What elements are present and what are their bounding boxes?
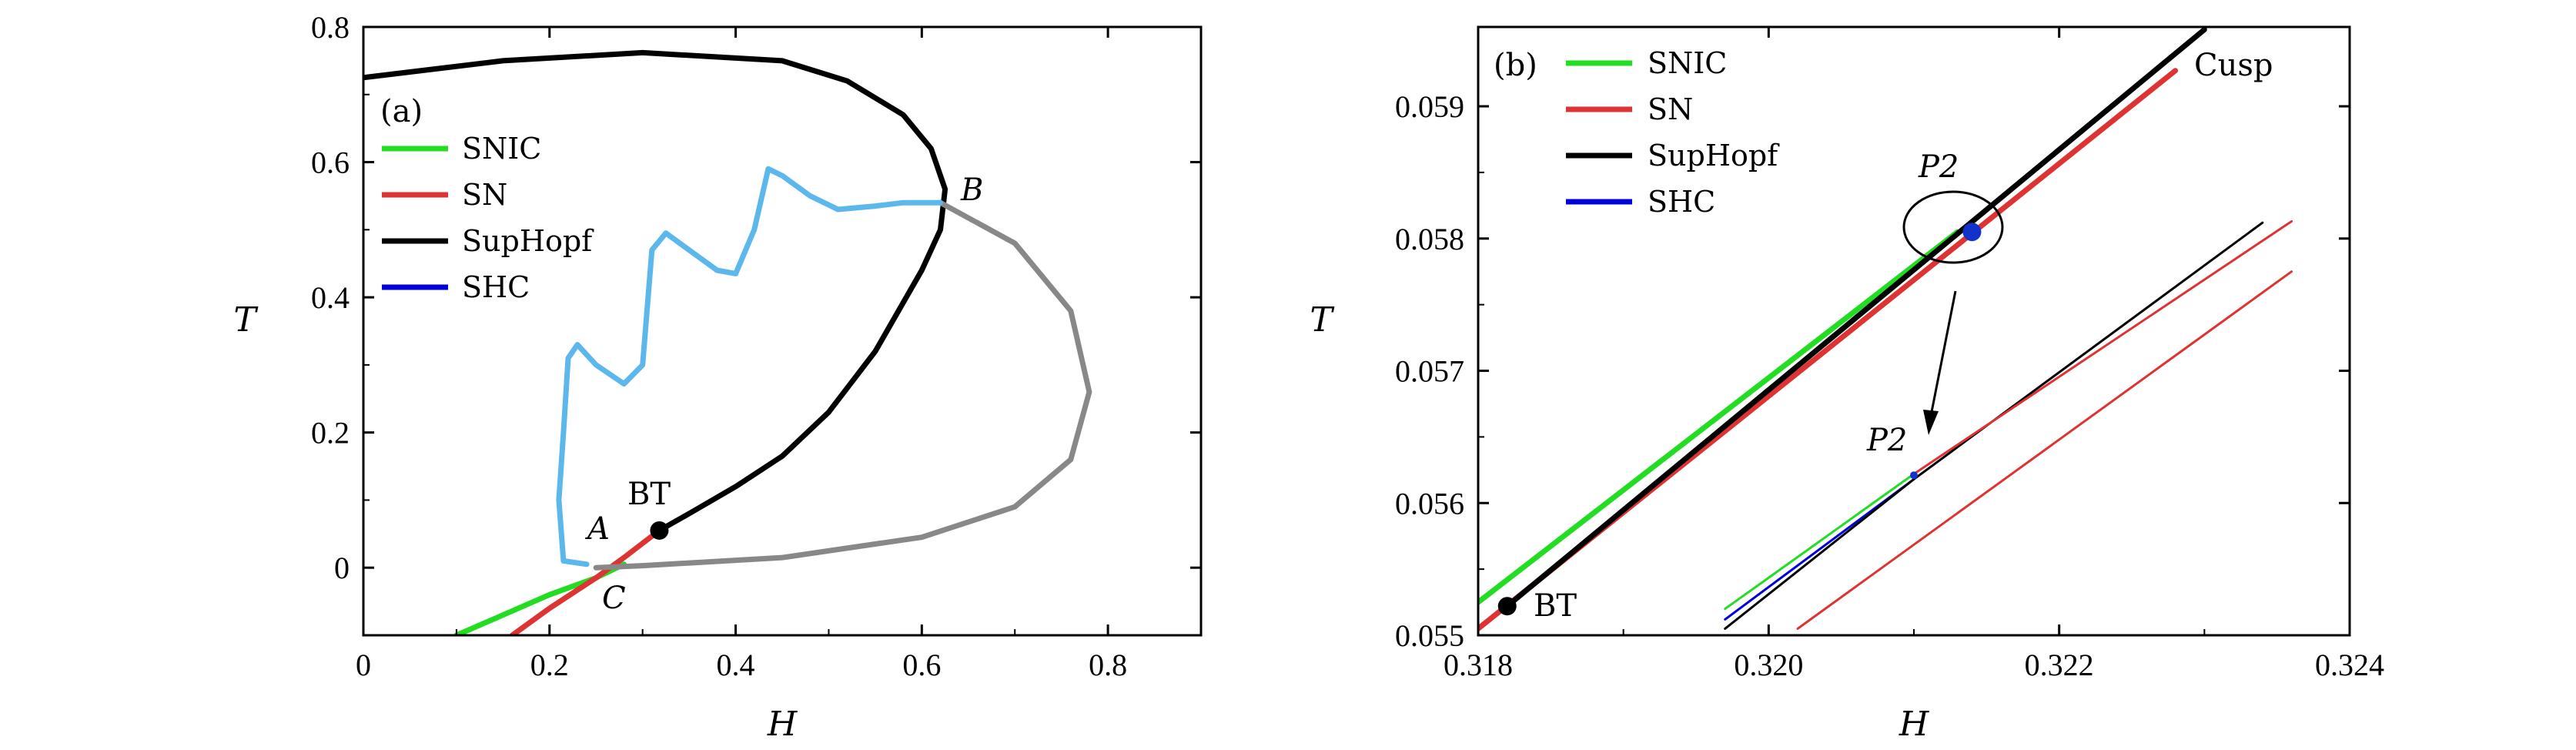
panel-b-plot-area xyxy=(1478,27,2293,631)
x-tick-label: 0.6 xyxy=(902,648,941,682)
series-line-inset-snic xyxy=(1724,473,1915,611)
panel-a-plot-area xyxy=(363,49,1092,635)
point-bt xyxy=(1497,597,1517,616)
y-tick-label: 0.058 xyxy=(1395,222,1464,256)
y-tick-label: 0.4 xyxy=(311,280,350,315)
panel-b-x-axis-title: H xyxy=(1899,705,1930,744)
series-line-snic xyxy=(1478,229,1961,605)
series-line-inset-sn-upper xyxy=(1912,220,2293,475)
panel-b-y-axis-title: T xyxy=(1310,300,1335,340)
y-tick-label: 0.059 xyxy=(1395,89,1464,124)
panel-a-legend: SNIC SN SupHopf SHC xyxy=(382,132,594,304)
p2-highlight-ellipse xyxy=(1902,190,2004,264)
legend-label-suphopf: SupHopf xyxy=(462,224,594,258)
series-line-suphopf-continuation xyxy=(593,199,1092,571)
panel-a-axes-frame xyxy=(362,25,1203,637)
annotation-p2-inset: P2 xyxy=(1866,423,1907,458)
legend-label-snic: SNIC xyxy=(462,132,541,166)
y-tick-label: 0.6 xyxy=(311,146,350,180)
x-tick-label: 0.320 xyxy=(1734,648,1803,682)
legend-label-shc: SHC xyxy=(462,270,530,304)
x-tick-label: 0.322 xyxy=(2025,648,2094,682)
annotation-bt: BT xyxy=(627,477,671,512)
x-tick-label: 0 xyxy=(356,648,371,682)
panel-a-y-axis-title: T xyxy=(233,300,259,340)
series-line-inset-shc xyxy=(1724,477,1915,621)
annotation-p2-main: P2 xyxy=(1918,149,1959,185)
series-group xyxy=(363,49,1092,635)
series-line-homoclinic-branch xyxy=(556,166,943,568)
y-tick-label: 0.055 xyxy=(1395,618,1464,653)
x-tick-label: 0.324 xyxy=(2315,648,2384,682)
annotation-cusp: Cusp xyxy=(2194,48,2273,83)
annotation-bt-b: BT xyxy=(1534,588,1577,624)
x-tick-label: 0.318 xyxy=(1444,648,1513,682)
legend-label-sn: SN xyxy=(1648,92,1693,126)
panel-b-label: (b) xyxy=(1494,48,1537,83)
legend-label-sn: SN xyxy=(462,178,507,212)
series-line-sn xyxy=(509,527,662,635)
annotation-c: C xyxy=(602,581,626,616)
y-tick-label: 0.2 xyxy=(311,416,350,450)
point-p2-inset xyxy=(1910,471,1918,480)
panel-b-legend: SNIC SN SupHopf SHC xyxy=(1566,46,1780,219)
annotation-b: B xyxy=(960,172,983,208)
panel-b-ticks: 0.318 0.320 0.322 0.324 0.055 0.056 0.057 0.058… xyxy=(1395,27,2384,682)
panel-a: 0 0.2 0.4 0.6 0.8 0 0.2 0.4 0.6 0.8 SNIC SN SupHo… xyxy=(233,10,1203,744)
panel-b: 0.318 0.320 0.322 0.324 0.055 0.056 0.057 0.058… xyxy=(1310,25,2384,744)
panel-a-label: (a) xyxy=(380,94,423,129)
series-line-suphopf xyxy=(1504,27,2207,609)
series-group xyxy=(1478,27,2293,631)
x-tick-label: 0.4 xyxy=(717,648,755,682)
y-tick-label: 0 xyxy=(334,551,350,585)
zoom-arrow xyxy=(1923,290,1957,435)
legend-label-snic: SNIC xyxy=(1648,46,1727,80)
point-bt xyxy=(650,521,669,540)
x-tick-label: 0.2 xyxy=(530,648,569,682)
y-tick-label: 0.8 xyxy=(311,10,350,45)
x-tick-label: 0.8 xyxy=(1089,648,1127,682)
series-line-inset-sn-lower xyxy=(1796,270,2293,630)
series-line-inset-suphopf xyxy=(1724,221,2264,630)
annotation-a: A xyxy=(584,511,610,547)
y-tick-label: 0.057 xyxy=(1395,354,1464,389)
panel-a-ticks: 0 0.2 0.4 0.6 0.8 0 0.2 0.4 0.6 0.8 xyxy=(311,10,1201,682)
legend-label-shc: SHC xyxy=(1648,185,1715,219)
y-tick-label: 0.056 xyxy=(1395,486,1464,521)
panel-a-x-axis-title: H xyxy=(767,705,798,744)
legend-label-suphopf: SupHopf xyxy=(1648,139,1780,172)
series-line-suphopf xyxy=(363,49,948,534)
point-p2 xyxy=(1962,223,1982,242)
